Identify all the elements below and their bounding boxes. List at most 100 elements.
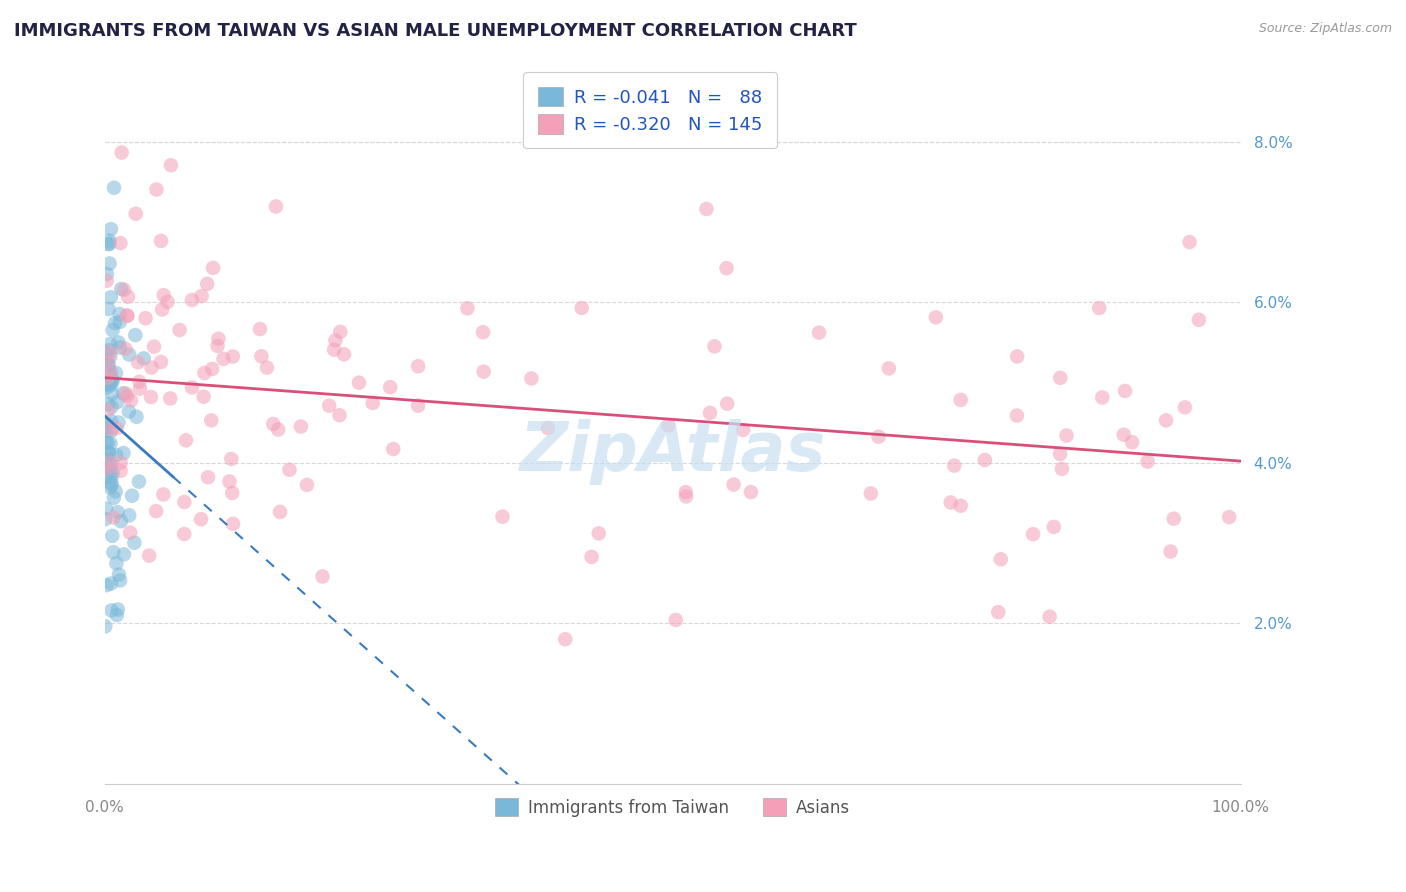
Point <box>104 316 127 330</box>
Point <box>264 200 287 214</box>
Point <box>96 451 118 466</box>
Point <box>1163 511 1185 525</box>
Point <box>382 442 405 456</box>
Point <box>1188 312 1211 326</box>
Point <box>114 386 136 401</box>
Point <box>110 235 132 250</box>
Point <box>141 360 163 375</box>
Point <box>98 343 121 358</box>
Point <box>159 392 181 406</box>
Point <box>333 347 356 361</box>
Point <box>97 397 120 411</box>
Point <box>657 418 679 433</box>
Point <box>125 409 148 424</box>
Point <box>100 422 122 436</box>
Point <box>98 350 121 364</box>
Point <box>323 343 346 357</box>
Point <box>115 309 138 323</box>
Point <box>472 365 495 379</box>
Point <box>114 342 136 356</box>
Point <box>100 576 122 591</box>
Point <box>96 424 118 438</box>
Point <box>269 505 291 519</box>
Point <box>1022 527 1045 541</box>
Point <box>107 602 129 616</box>
Point <box>1005 350 1028 364</box>
Point <box>124 535 146 549</box>
Point <box>256 360 278 375</box>
Point <box>250 349 273 363</box>
Point <box>101 323 124 337</box>
Point <box>128 375 150 389</box>
Point <box>104 366 127 380</box>
Point <box>202 260 225 275</box>
Point <box>699 406 721 420</box>
Point <box>138 549 160 563</box>
Point <box>100 290 122 304</box>
Point <box>173 495 195 509</box>
Point <box>108 341 131 355</box>
Point <box>101 376 124 390</box>
Point <box>110 456 132 470</box>
Point <box>1160 544 1182 558</box>
Point <box>111 145 134 160</box>
Point <box>1088 301 1111 315</box>
Point <box>128 475 150 489</box>
Point <box>101 466 124 480</box>
Point <box>97 403 120 417</box>
Point <box>987 605 1010 619</box>
Point <box>94 381 117 395</box>
Point <box>703 339 725 353</box>
Point <box>939 495 962 509</box>
Point <box>695 202 717 216</box>
Point <box>1218 510 1240 524</box>
Point <box>278 463 301 477</box>
Point <box>197 470 219 484</box>
Point <box>135 311 157 326</box>
Point <box>112 446 135 460</box>
Text: IMMIGRANTS FROM TAIWAN VS ASIAN MALE UNEMPLOYMENT CORRELATION CHART: IMMIGRANTS FROM TAIWAN VS ASIAN MALE UNE… <box>14 22 856 40</box>
Point <box>193 390 215 404</box>
Point <box>96 267 118 281</box>
Point <box>110 282 132 296</box>
Point <box>117 389 139 403</box>
Point <box>581 549 603 564</box>
Point <box>169 323 191 337</box>
Point <box>98 256 121 270</box>
Point <box>859 486 882 500</box>
Point <box>110 464 132 478</box>
Point <box>101 386 124 401</box>
Point <box>94 453 117 467</box>
Point <box>98 365 121 379</box>
Point <box>290 419 312 434</box>
Point <box>107 505 129 519</box>
Point <box>94 470 117 484</box>
Point <box>97 357 120 371</box>
Point <box>98 481 121 495</box>
Point <box>328 409 350 423</box>
Point <box>219 452 242 467</box>
Point <box>554 632 576 647</box>
Point <box>1154 413 1177 427</box>
Point <box>97 377 120 392</box>
Point <box>733 423 755 437</box>
Point <box>105 608 128 623</box>
Point <box>98 234 121 248</box>
Point <box>145 182 167 196</box>
Point <box>943 458 966 473</box>
Point <box>472 325 495 339</box>
Point <box>173 527 195 541</box>
Point <box>105 556 128 570</box>
Point <box>1049 447 1071 461</box>
Point <box>325 334 347 348</box>
Point <box>100 222 122 236</box>
Point <box>262 417 284 431</box>
Point <box>96 364 118 378</box>
Point <box>118 404 141 418</box>
Point <box>103 491 125 505</box>
Point <box>1056 428 1078 442</box>
Point <box>101 373 124 387</box>
Point <box>94 346 117 360</box>
Point <box>222 350 245 364</box>
Point <box>120 525 142 540</box>
